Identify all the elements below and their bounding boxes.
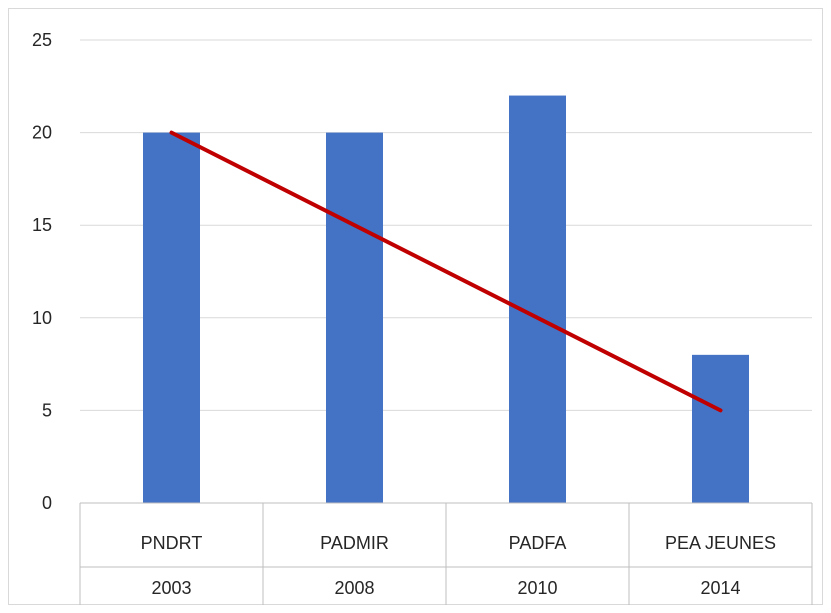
x-category-label: PADFA	[509, 533, 567, 553]
x-category-year: 2010	[517, 578, 557, 598]
bar-pndrt	[143, 132, 200, 503]
x-category-year: 2014	[700, 578, 740, 598]
bar-padmir	[326, 132, 383, 503]
bars	[143, 95, 749, 503]
bar-padfa	[509, 95, 566, 503]
x-category-label: PEA JEUNES	[665, 533, 776, 553]
trend-line-group	[169, 130, 723, 413]
y-axis-ticks: 0 5 10 15 20 25	[32, 30, 52, 513]
x-category-label: PADMIR	[320, 533, 389, 553]
y-tick-label: 0	[42, 493, 52, 513]
y-tick-label: 5	[42, 400, 52, 420]
x-category-year: 2003	[151, 578, 191, 598]
bar-pea-jeunes	[692, 354, 749, 503]
chart-border	[8, 8, 823, 605]
trend-line	[169, 130, 723, 413]
x-category-label: PNDRT	[141, 533, 203, 553]
y-tick-label: 25	[32, 30, 52, 50]
y-tick-label: 20	[32, 123, 52, 143]
y-tick-label: 10	[32, 308, 52, 328]
x-category-year: 2008	[334, 578, 374, 598]
x-axis: PNDRT 2003 PADMIR 2008 PADFA 2010 PEA JEUNES 20…	[79, 502, 813, 605]
y-tick-label: 15	[32, 215, 52, 235]
gridlines	[80, 39, 812, 411]
